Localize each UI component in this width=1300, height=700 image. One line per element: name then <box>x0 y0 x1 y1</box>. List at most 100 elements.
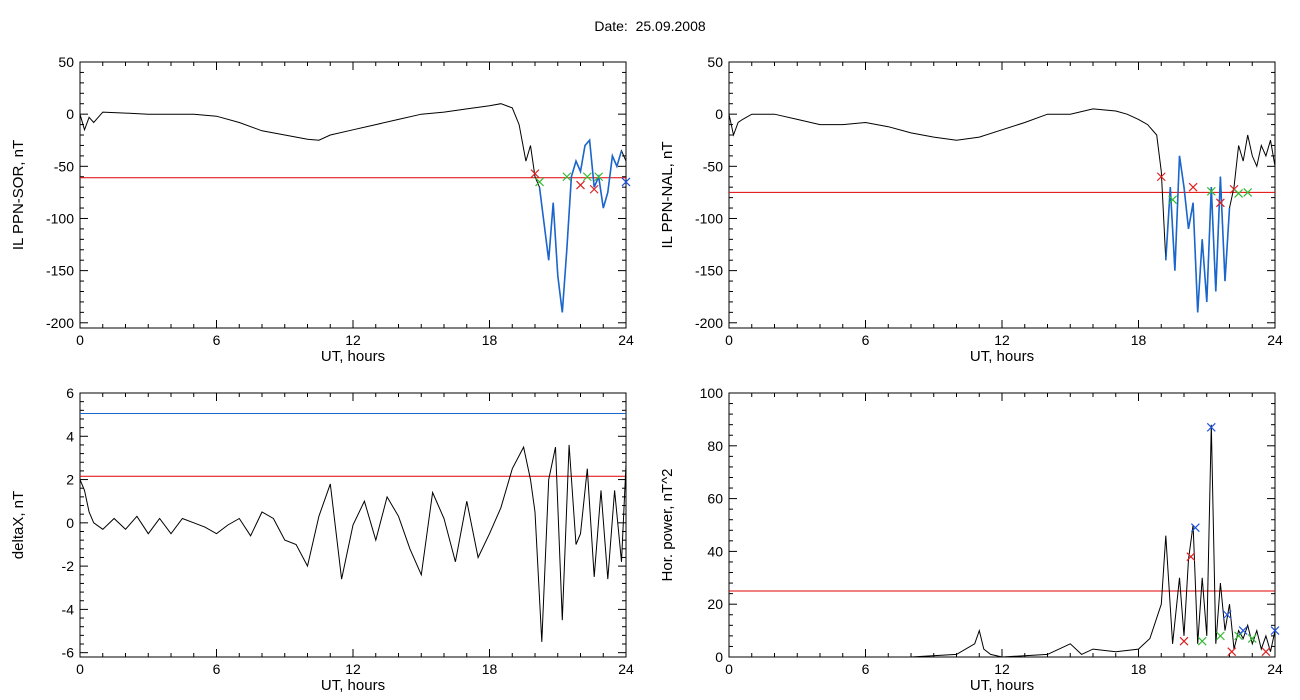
y-tick-label: 60 <box>707 491 723 507</box>
y-tick-label: 0 <box>66 106 74 122</box>
series-line <box>728 108 1276 313</box>
y-tick-label: -150 <box>46 263 74 279</box>
y-tick-label: 40 <box>707 543 723 559</box>
marker-stroke <box>1206 186 1216 196</box>
y-tick-label: -4 <box>62 601 75 617</box>
y-tick-label: -6 <box>62 645 75 661</box>
chart-panel-4: 0 6 12 18 24 100 80 60 40 20 0 UT, hours Hor. power,… <box>659 385 1283 694</box>
marker-stroke <box>589 184 599 194</box>
x-tick-label: 24 <box>1267 332 1283 348</box>
chart-panel-3: 0 6 12 18 24 6 4 2 0 -2 -4 -6 UT, hours deltaX, nT <box>10 385 634 694</box>
marker-stroke <box>1243 187 1253 197</box>
x-axis-label: UT, hours <box>321 677 385 694</box>
x-tick-label: 6 <box>213 661 221 677</box>
x-tick-label: 12 <box>994 661 1010 677</box>
x-tick-label: 0 <box>76 661 84 677</box>
marker-stroke <box>1247 634 1257 643</box>
data-marker-red <box>1261 647 1271 657</box>
y-tick-label: 50 <box>58 54 74 70</box>
y-tick-label: -200 <box>695 315 723 331</box>
x-axis-label: UT, hours <box>970 348 1034 365</box>
y-axis-label: Hor. power, nT^2 <box>659 469 676 582</box>
series-segment-blue <box>538 138 623 313</box>
y-axis-label: IL PPN-NAL, nT <box>659 142 676 249</box>
marker-stroke <box>1215 631 1225 641</box>
marker-stroke <box>1156 172 1166 182</box>
marker-stroke <box>1179 636 1189 646</box>
data-marker-green <box>1197 636 1207 646</box>
data-marker-red <box>1215 198 1225 208</box>
marker-stroke <box>594 172 604 182</box>
x-tick-label: 6 <box>213 332 221 348</box>
y-tick-label: 80 <box>707 438 723 454</box>
data-marker-red <box>1179 636 1189 646</box>
y-tick-label: 0 <box>66 515 74 531</box>
y-tick-label: -50 <box>703 158 723 174</box>
y-tick-label: -50 <box>54 158 74 174</box>
data-marker-green <box>562 172 572 182</box>
chart-panel-1: 0 6 12 18 24 50 0 -50 -100 -150 -200 UT, hours IL PP… <box>10 54 634 365</box>
x-tick-label: 18 <box>482 332 498 348</box>
marker-stroke <box>1168 195 1178 205</box>
date-value: 25.09.2008 <box>635 18 706 34</box>
series-line <box>79 103 627 313</box>
marker-stroke <box>1190 523 1200 533</box>
data-marker-blue <box>621 177 631 187</box>
x-axis-label: UT, hours <box>321 348 385 365</box>
y-tick-label: 20 <box>707 596 723 612</box>
data-marker-blue <box>1190 523 1200 533</box>
marker-stroke <box>1229 184 1239 194</box>
y-tick-label: -100 <box>695 210 723 226</box>
data-marker-red <box>1156 172 1166 182</box>
marker-stroke <box>582 172 592 182</box>
series-line <box>729 424 1276 658</box>
marker-stroke <box>1270 626 1280 636</box>
data-marker-red <box>1188 182 1198 192</box>
data-marker-blue <box>1206 422 1216 432</box>
y-tick-label: 4 <box>66 428 74 444</box>
marker-stroke <box>535 177 544 187</box>
series-line <box>79 444 627 642</box>
data-marker-green <box>1234 189 1244 198</box>
data-marker-green <box>1247 634 1257 643</box>
data-marker-red <box>530 169 540 179</box>
x-tick-label: 0 <box>725 332 733 348</box>
plot-frame <box>79 61 627 329</box>
y-tick-label: 100 <box>700 385 724 401</box>
data-marker-red <box>1227 647 1237 657</box>
data-marker-green <box>582 172 592 182</box>
marker-stroke <box>562 172 572 182</box>
x-tick-label: 0 <box>76 332 84 348</box>
marker-stroke <box>1186 552 1196 562</box>
marker-stroke <box>530 169 540 179</box>
x-tick-label: 18 <box>482 661 498 677</box>
y-tick-label: -2 <box>62 558 75 574</box>
marker-stroke <box>621 177 631 187</box>
x-tick-label: 18 <box>1131 332 1147 348</box>
data-marker-green <box>1168 195 1178 205</box>
y-tick-label: 6 <box>66 385 74 401</box>
x-tick-label: 18 <box>1131 661 1147 677</box>
x-tick-label: 24 <box>618 661 634 677</box>
x-tick-label: 24 <box>1267 661 1283 677</box>
marker-stroke <box>1188 182 1198 192</box>
y-tick-label: 2 <box>66 472 74 488</box>
data-marker-green <box>1206 186 1216 196</box>
chart-panel-2: 0 6 12 18 24 50 0 -50 -100 -150 -200 UT, hours IL PP… <box>659 54 1283 365</box>
y-axis-label: deltaX, nT <box>10 491 27 559</box>
data-marker-red <box>589 184 599 194</box>
date-label: Date: <box>594 18 628 34</box>
marker-stroke <box>1234 189 1244 198</box>
marker-stroke <box>1197 636 1207 646</box>
marker-stroke <box>1261 647 1271 657</box>
data-marker-green <box>535 177 544 187</box>
x-tick-label: 0 <box>725 661 733 677</box>
marker-stroke <box>1222 610 1232 620</box>
x-tick-label: 24 <box>618 332 634 348</box>
marker-stroke <box>1238 626 1248 636</box>
x-tick-label: 6 <box>862 661 870 677</box>
x-tick-label: 12 <box>345 661 361 677</box>
x-tick-label: 12 <box>994 332 1010 348</box>
y-tick-label: 0 <box>715 106 723 122</box>
